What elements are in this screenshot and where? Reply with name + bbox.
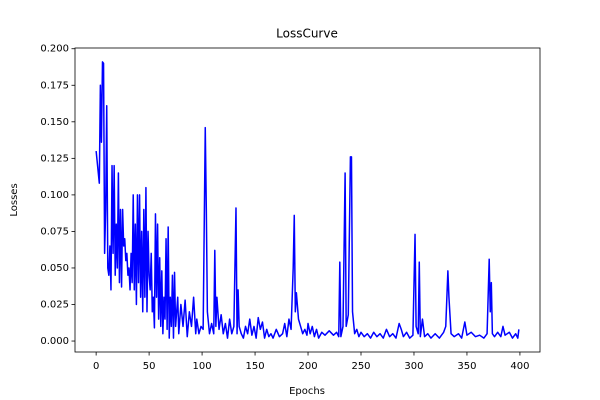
- x-tick-label: 100: [193, 361, 212, 372]
- loss-line: [95, 61, 520, 339]
- y-tick-label: 0.050: [40, 263, 69, 274]
- y-tick-label: 0.025: [40, 300, 69, 311]
- x-tick-label: 400: [510, 361, 529, 372]
- y-tick-label: 0.175: [40, 80, 69, 91]
- x-tick-label: 350: [457, 361, 476, 372]
- y-tick-label: 0.125: [40, 153, 69, 164]
- y-tick-label: 0.150: [40, 117, 69, 128]
- chart-title: LossCurve: [276, 27, 338, 41]
- y-tick-label: 0.075: [40, 226, 69, 237]
- x-tick-label: 200: [298, 361, 317, 372]
- x-tick-label: 300: [404, 361, 423, 372]
- y-tick-label: 0.000: [40, 336, 69, 347]
- x-tick-label: 0: [93, 361, 99, 372]
- x-tick-label: 150: [246, 361, 265, 372]
- x-tick-label: 250: [351, 361, 370, 372]
- x-tick-label: 50: [143, 361, 156, 372]
- y-axis-label: Losses: [9, 183, 20, 216]
- y-tick-label: 0.200: [40, 44, 69, 55]
- plot-frame: [74, 47, 541, 353]
- x-axis-label: Epochs: [289, 386, 325, 397]
- y-tick-label: 0.100: [40, 190, 69, 201]
